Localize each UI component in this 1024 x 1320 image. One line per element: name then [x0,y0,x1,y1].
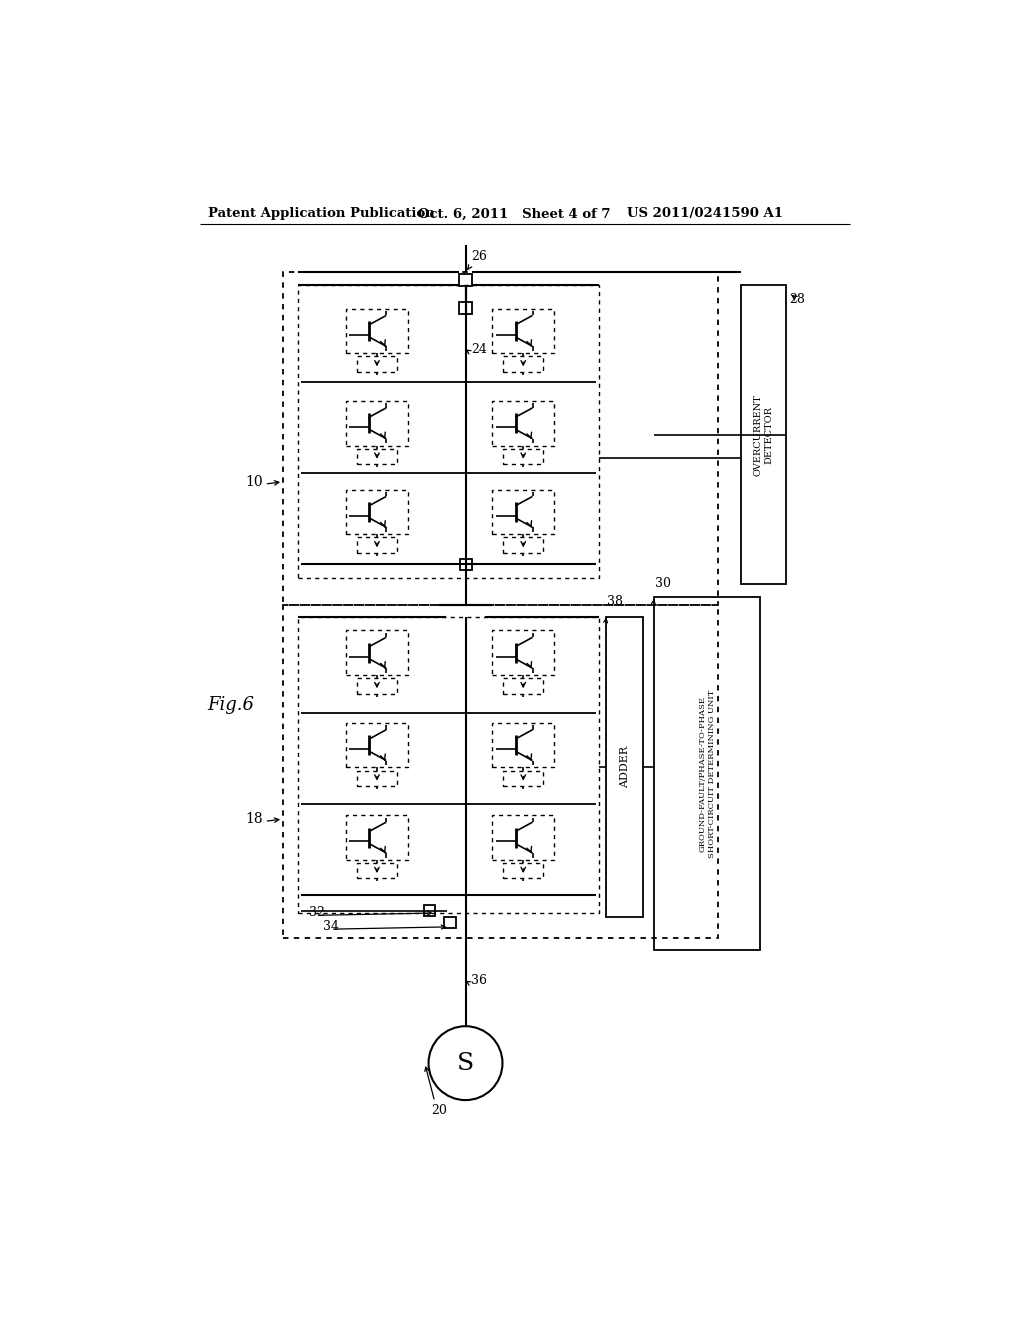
Bar [357,863,397,878]
Bar [298,616,599,913]
Text: 36: 36 [471,974,486,987]
Bar [503,537,544,553]
Text: 28: 28 [788,293,805,306]
Text: 30: 30 [655,577,671,590]
Bar [357,449,397,465]
Text: S: S [457,1052,474,1074]
Bar [503,449,544,465]
Bar [357,771,397,785]
Bar [503,863,544,878]
Bar [654,597,761,950]
Text: 20: 20 [431,1104,446,1117]
Bar [493,490,554,535]
Bar [493,816,554,859]
Text: 18: 18 [246,812,263,826]
Bar [346,631,408,675]
Text: 24: 24 [471,343,486,356]
Bar [357,356,397,372]
Text: US 2011/0241590 A1: US 2011/0241590 A1 [628,207,783,220]
Text: Fig.6: Fig.6 [208,696,255,714]
Text: 32: 32 [309,907,325,920]
Bar [346,816,408,859]
Bar [283,605,718,937]
Bar [503,678,544,693]
Text: GROUND-FAULT/PHASE-TO-PHASE
SHORT-CIRCUIT DETERMINING UNIT: GROUND-FAULT/PHASE-TO-PHASE SHORT-CIRCUI… [698,689,716,858]
Bar [357,678,397,693]
Bar [346,309,408,354]
Bar [460,302,472,314]
Bar [424,904,435,916]
Bar [503,771,544,785]
Bar [346,401,408,446]
Bar [444,917,456,928]
Bar [606,616,643,917]
Bar [298,285,599,578]
Text: 34: 34 [323,920,339,933]
Text: 38: 38 [607,595,624,609]
Bar [493,631,554,675]
Text: ADDER: ADDER [620,746,630,788]
Bar [357,537,397,553]
Bar [493,723,554,767]
Text: Oct. 6, 2011   Sheet 4 of 7: Oct. 6, 2011 Sheet 4 of 7 [418,207,610,220]
Bar [503,356,544,372]
Bar [460,558,472,570]
Bar [741,285,785,585]
Bar [346,490,408,535]
Bar [493,309,554,354]
Text: OVERCURRENT
DETECTOR: OVERCURRENT DETECTOR [754,393,773,475]
Bar [346,723,408,767]
Text: 26: 26 [471,249,486,263]
Text: Patent Application Publication: Patent Application Publication [208,207,434,220]
Bar [493,401,554,446]
Text: 10: 10 [246,475,263,488]
Bar [460,275,472,286]
Bar [283,272,718,605]
